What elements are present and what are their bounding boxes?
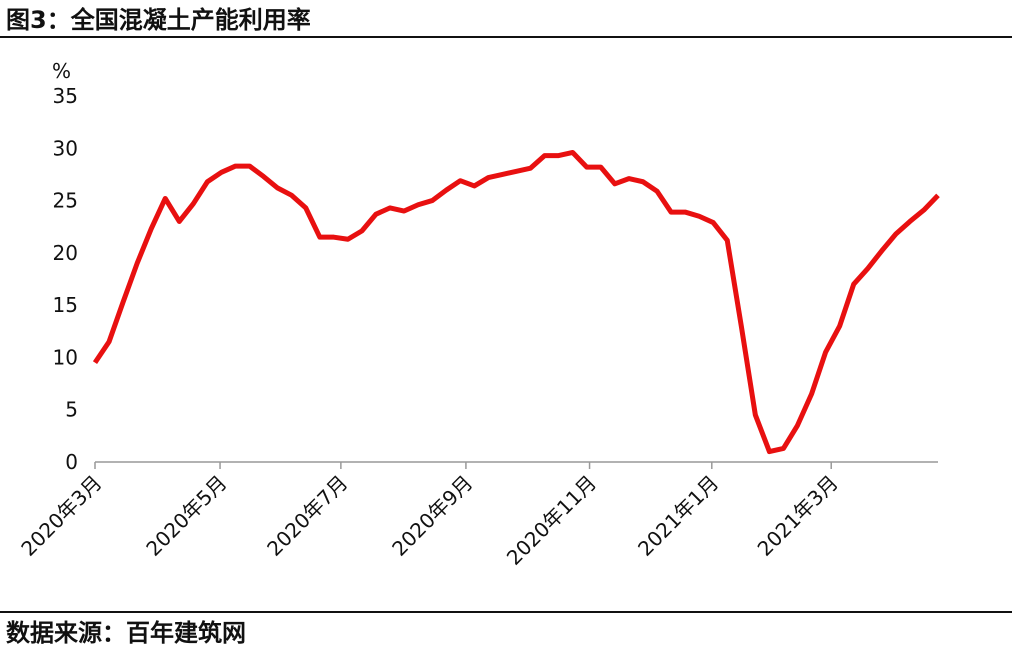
x-tick-label: 2020年7月 <box>262 471 352 561</box>
y-tick-label: 5 <box>65 398 78 422</box>
line-series <box>92 149 940 455</box>
y-unit: % <box>52 59 71 83</box>
y-tick-label: 35 <box>53 84 78 108</box>
chart-title: 图3：全国混凝土产能利用率 <box>6 6 311 34</box>
y-tick-label: 10 <box>53 345 78 369</box>
x-tick-label: 2020年3月 <box>16 471 106 561</box>
y-tick-label: 20 <box>53 241 78 265</box>
y-tick-label: 15 <box>53 293 78 317</box>
y-tick-label: 30 <box>53 136 78 160</box>
y-tick-label: 0 <box>65 450 78 474</box>
x-tick-label: 2020年5月 <box>141 471 231 561</box>
x-tick-label: 2021年3月 <box>753 471 843 561</box>
y-tick-label: 25 <box>53 189 78 213</box>
x-tick-label: 2020年9月 <box>387 471 477 561</box>
x-tick-label: 2020年11月 <box>502 471 601 570</box>
source: 数据来源：百年建筑网 <box>6 619 246 647</box>
x-tick-label: 2021年1月 <box>633 471 723 561</box>
